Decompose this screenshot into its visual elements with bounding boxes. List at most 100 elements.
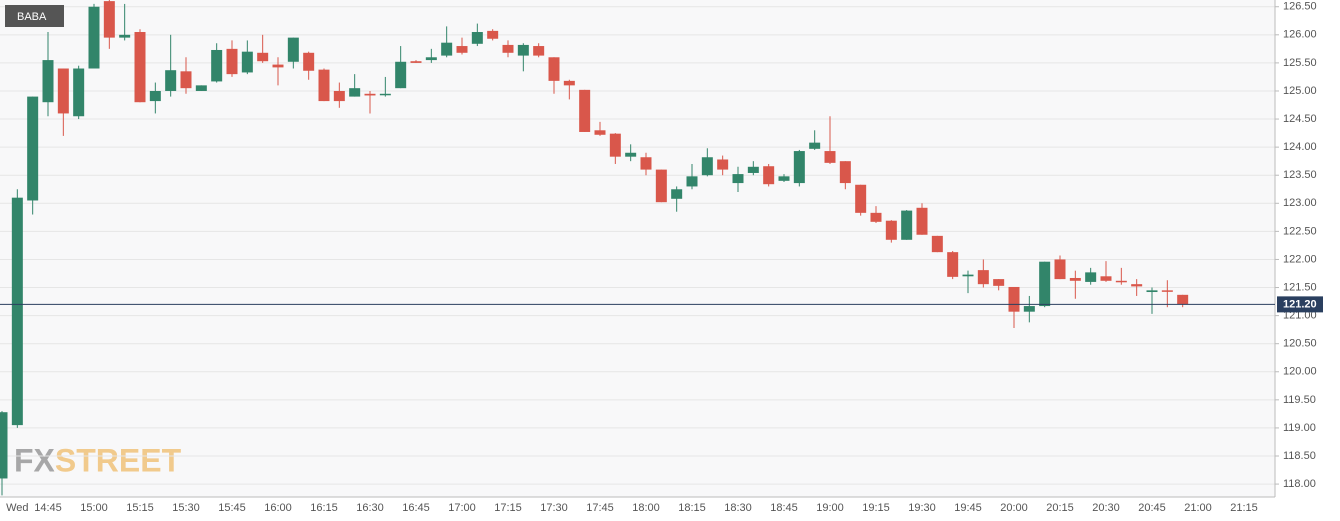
legend-label: BABA <box>17 11 47 23</box>
candle-body <box>57 68 69 114</box>
candle-body <box>241 51 253 73</box>
x-tick-label: 17:30 <box>540 502 568 514</box>
candle-body <box>364 93 376 96</box>
candle-body <box>425 57 437 61</box>
candle-body <box>793 151 805 184</box>
candle-body <box>1161 290 1173 292</box>
candles <box>0 0 1189 496</box>
candle-body <box>1131 284 1143 287</box>
x-tick-label: 15:45 <box>218 502 246 514</box>
candle-body <box>349 88 361 97</box>
candle-body <box>303 52 315 71</box>
y-tick-label: 122.00 <box>1283 253 1317 265</box>
candle-body <box>379 93 391 96</box>
candle-body <box>686 176 698 187</box>
candle-body <box>701 157 713 176</box>
candle-body <box>517 44 529 56</box>
candle-body <box>993 279 1005 286</box>
candle-body <box>318 69 330 102</box>
candle-body <box>594 130 606 135</box>
candle-body <box>333 90 345 102</box>
x-tick-label: 18:15 <box>678 502 706 514</box>
x-tick-label: 19:00 <box>816 502 844 514</box>
candle-body <box>1023 306 1035 312</box>
candle-body <box>548 57 560 81</box>
x-tick-label: 15:30 <box>172 502 200 514</box>
candle-body <box>134 32 146 103</box>
candle-body <box>931 235 943 253</box>
x-tick-label: 18:45 <box>770 502 798 514</box>
candle-body <box>962 274 974 277</box>
y-tick-label: 118.50 <box>1283 450 1316 462</box>
y-tick-label: 125.50 <box>1283 57 1317 69</box>
x-tick-label: 17:15 <box>494 502 522 514</box>
y-tick-label: 121.50 <box>1283 281 1317 293</box>
x-tick-label: 20:15 <box>1046 502 1074 514</box>
candle-body <box>11 197 23 426</box>
candle-body <box>824 151 836 163</box>
y-tick-label: 118.00 <box>1283 478 1316 490</box>
candle-body <box>671 189 683 199</box>
x-tick-label: Wed <box>6 502 28 514</box>
x-tick-label: 20:00 <box>1000 502 1028 514</box>
candle-body <box>579 89 591 132</box>
candle-body <box>103 1 115 38</box>
candle-body <box>747 166 759 173</box>
candle-body <box>410 61 422 63</box>
x-tick-label: 19:30 <box>908 502 936 514</box>
x-tick-label: 20:30 <box>1092 502 1120 514</box>
candle-body <box>395 61 407 89</box>
candle-body <box>42 60 54 103</box>
candle-body <box>149 90 161 102</box>
y-tick-label: 123.00 <box>1283 197 1317 209</box>
watermark: FXSTREET <box>14 442 182 478</box>
candle-body <box>211 49 223 82</box>
x-tick-label: 16:30 <box>356 502 384 514</box>
x-tick-label: 19:45 <box>954 502 982 514</box>
candle-body <box>763 166 775 185</box>
candle-body <box>1146 290 1158 293</box>
y-tick-label: 120.00 <box>1283 366 1317 378</box>
x-tick-label: 16:45 <box>402 502 430 514</box>
x-tick-label: 19:15 <box>862 502 890 514</box>
candle-body <box>563 80 575 86</box>
candle-body <box>916 207 928 235</box>
candle-body <box>272 64 284 68</box>
x-tick-label: 18:30 <box>724 502 752 514</box>
candle-body <box>119 34 131 38</box>
y-tick-label: 123.50 <box>1283 169 1317 181</box>
x-tick-label: 15:00 <box>80 502 108 514</box>
candle-body <box>0 412 8 479</box>
x-tick-label: 17:45 <box>586 502 614 514</box>
candle-body <box>471 32 483 44</box>
y-tick-label: 122.50 <box>1283 225 1317 237</box>
candle-body <box>778 176 790 181</box>
candle-body <box>855 184 867 213</box>
candle-body <box>655 169 667 203</box>
candle-body <box>287 37 299 62</box>
candle-body <box>1054 259 1066 280</box>
candle-body <box>257 52 269 62</box>
candle-body <box>870 212 882 222</box>
y-tick-label: 121.00 <box>1283 310 1317 322</box>
candle-body <box>947 252 959 277</box>
candle-body <box>1100 276 1112 281</box>
candle-body <box>901 210 913 240</box>
candle-body <box>625 152 637 157</box>
candle-body <box>977 270 989 285</box>
y-tick-label: 120.50 <box>1283 338 1317 350</box>
candle-body <box>717 159 729 170</box>
candle-body <box>1039 261 1051 307</box>
x-tick-label: 14:45 <box>34 502 62 514</box>
candle-body <box>195 85 207 91</box>
x-tick-label: 15:15 <box>126 502 154 514</box>
plot-area <box>0 0 1275 497</box>
x-tick-label: 18:00 <box>632 502 660 514</box>
candle-body <box>180 71 192 89</box>
y-tick-label: 126.50 <box>1283 1 1317 13</box>
candle-body <box>27 96 39 201</box>
candle-body <box>1008 286 1020 312</box>
candle-body <box>809 142 821 149</box>
x-tick-label: 21:00 <box>1184 502 1212 514</box>
x-tick-label: 20:45 <box>1138 502 1166 514</box>
